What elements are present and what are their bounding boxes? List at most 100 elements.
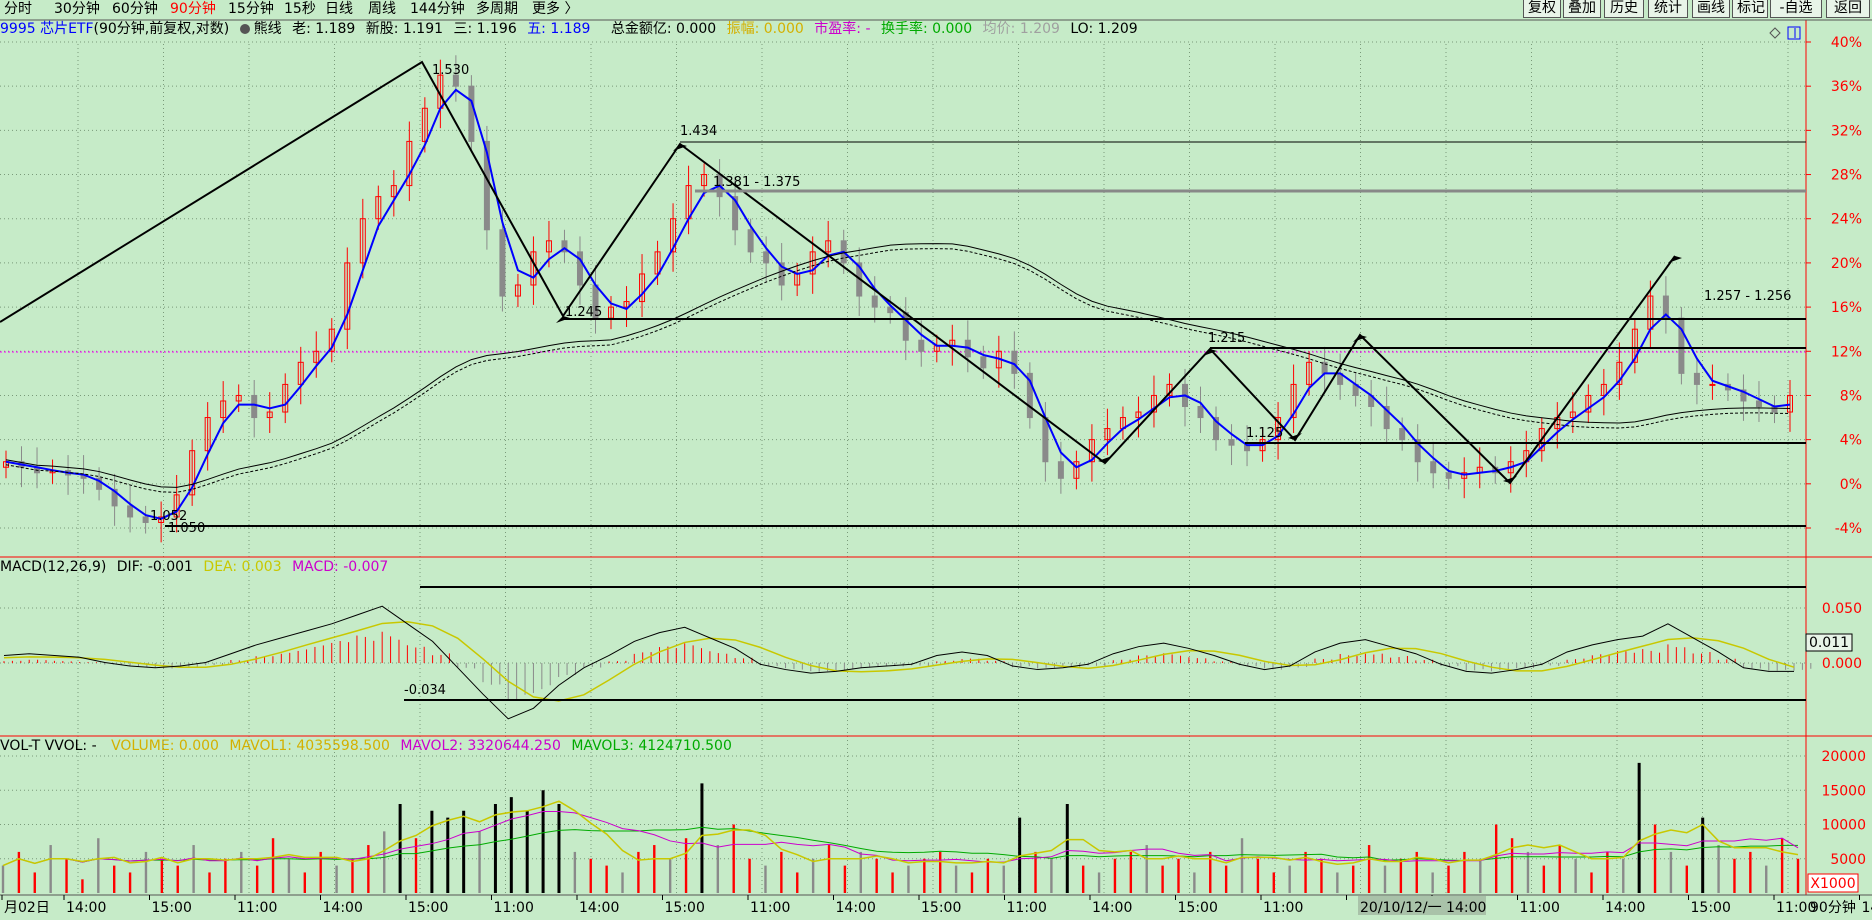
period-tab-6[interactable]: 日线 bbox=[325, 1, 353, 17]
candle-body bbox=[111, 488, 118, 507]
swing-point-label: 1.434 bbox=[680, 124, 717, 139]
swing-point-label: 1.381 - 1.375 bbox=[713, 175, 800, 190]
candle-body bbox=[1414, 439, 1421, 463]
candle-body bbox=[1693, 372, 1700, 385]
candle-body bbox=[747, 229, 754, 253]
period-tab-5[interactable]: 15秒 bbox=[284, 1, 316, 17]
candle-body bbox=[266, 411, 273, 419]
period-tab-0[interactable]: 分时 bbox=[4, 1, 32, 17]
macd-current-box bbox=[1805, 633, 1853, 652]
toolbar-button-0[interactable]: 复权 bbox=[1523, 0, 1561, 18]
toolbar-button-1[interactable]: 叠加 bbox=[1563, 0, 1601, 18]
macd-panel: 0.050 0.000 -0.034 0.011 bbox=[0, 586, 1862, 720]
candle-body bbox=[701, 174, 708, 187]
y-axis-label: 24% bbox=[1831, 212, 1862, 228]
x-axis-label: 11:00 bbox=[1007, 900, 1047, 916]
candle-body bbox=[732, 196, 739, 231]
swing-point-label: 1.245 bbox=[565, 305, 602, 320]
candle-body bbox=[127, 505, 134, 518]
period-tab-1[interactable]: 30分钟 bbox=[54, 1, 100, 17]
vol-mavol2: MAVOL2: 3320644.250 bbox=[400, 738, 561, 754]
period-tab-2[interactable]: 60分钟 bbox=[112, 1, 158, 17]
toolbar-button-5[interactable]: 标记 bbox=[1732, 0, 1768, 18]
x-axis-label: 15:00 bbox=[152, 900, 192, 916]
period-label: 90分钟 bbox=[1810, 899, 1856, 916]
five-value: 五: 1.189 bbox=[527, 21, 591, 37]
vol-volume: VOLUME: 0.000 bbox=[111, 738, 219, 754]
macd-name[interactable]: MACD(12,26,9) bbox=[0, 559, 107, 575]
toolbar-button-6[interactable]: -自选 bbox=[1770, 0, 1822, 18]
vol-mavol1: MAVOL1: 4035598.500 bbox=[229, 738, 390, 754]
period-tab-7[interactable]: 周线 bbox=[368, 1, 396, 17]
period-tab-10[interactable]: 更多 〉 bbox=[532, 1, 579, 17]
x-cursor-box bbox=[1358, 896, 1486, 915]
macd-dif: DIF: -0.001 bbox=[116, 559, 193, 575]
panel-toggle-icon bbox=[1787, 26, 1801, 40]
x-axis-label: 11:00 bbox=[494, 900, 534, 916]
macd-current-value: 0.011 bbox=[1809, 635, 1849, 651]
toolbar-button-7[interactable]: 返回 bbox=[1826, 0, 1870, 18]
vol-axis-label: 5000 bbox=[1830, 852, 1866, 868]
y-axis-label: 8% bbox=[1840, 388, 1862, 404]
diamond-icon bbox=[1769, 27, 1781, 39]
candle-body bbox=[809, 251, 816, 275]
candle-body bbox=[1275, 417, 1282, 441]
candle-body bbox=[204, 417, 211, 452]
candle-body bbox=[1228, 439, 1235, 446]
candle-body bbox=[452, 74, 459, 87]
y-axis-label: 40% bbox=[1831, 35, 1862, 51]
candle-body bbox=[1538, 428, 1545, 452]
x-axis-label: 11:00 bbox=[750, 900, 790, 916]
candle-body bbox=[545, 240, 552, 253]
bear-line-icon[interactable] bbox=[239, 24, 250, 34]
candle-body bbox=[220, 400, 227, 419]
candle-body bbox=[189, 450, 196, 496]
y-axis-label: -4% bbox=[1835, 521, 1862, 537]
candle-body bbox=[1306, 361, 1313, 385]
arrow-head bbox=[1353, 335, 1367, 342]
mavol1-line bbox=[2, 800, 1799, 867]
period-tab-4[interactable]: 15分钟 bbox=[228, 1, 274, 17]
arrow-head bbox=[1098, 456, 1112, 463]
volume-indicator-bar: VOL-T VVOL: - VOLUME: 0.000 MAVOL1: 4035… bbox=[0, 737, 738, 755]
candle-body bbox=[1042, 417, 1049, 463]
main-indicator-bar: 9995 芯片ETF(90分钟,前复权,对数) 熊线 老: 1.189 新股: … bbox=[0, 20, 1144, 38]
swing-point-label: 1.530 bbox=[432, 63, 469, 78]
toolbar-button-4[interactable]: 画线 bbox=[1692, 0, 1730, 18]
toolbar-button-2[interactable]: 历史 bbox=[1604, 0, 1644, 18]
period-tab-8[interactable]: 144分钟 bbox=[410, 1, 465, 17]
vol-unit-label: X1000 bbox=[1810, 876, 1855, 892]
candle-body bbox=[514, 284, 521, 297]
candle-body bbox=[1430, 461, 1437, 474]
amount-value: 总金额亿: 0.000 bbox=[610, 21, 717, 37]
candle-body bbox=[887, 306, 894, 314]
x-axis-label: 月02日 bbox=[4, 900, 50, 916]
candle-body bbox=[468, 85, 475, 142]
period-tab-3[interactable]: 90分钟 bbox=[170, 1, 216, 17]
arrow-head bbox=[1503, 476, 1517, 483]
x-axis-label: 14:00 bbox=[579, 900, 619, 916]
y-axis-label: 20% bbox=[1831, 256, 1862, 272]
vol-unit-box bbox=[1807, 873, 1859, 893]
candle-body bbox=[282, 383, 289, 413]
mavol3-line bbox=[2, 826, 1798, 867]
panel-frames bbox=[0, 19, 1872, 920]
lo-value: LO: 1.209 bbox=[1070, 21, 1138, 37]
candle-body bbox=[670, 218, 677, 253]
candle-body bbox=[763, 251, 770, 264]
security-code-name[interactable]: 9995 芯片ETF bbox=[0, 21, 94, 37]
axis-labels: 40% 36% 32% 28% 24% 20% 16% 12% 8% 4% 0% -4% 月02日 14:… bbox=[1, 26, 1872, 916]
candle-body bbox=[142, 516, 149, 523]
candle-body bbox=[902, 312, 909, 341]
zigzag-trend-line bbox=[0, 60, 1676, 485]
toolbar-button-3[interactable]: 统计 bbox=[1648, 0, 1688, 18]
candle-body bbox=[1135, 411, 1142, 419]
x-axis-label: 11:00 bbox=[237, 900, 277, 916]
vol-name[interactable]: VOL-T VVOL: - bbox=[0, 738, 97, 754]
candle-body bbox=[1740, 389, 1747, 402]
period-tab-9[interactable]: 多周期 bbox=[476, 1, 518, 17]
moving-average-lines bbox=[5, 88, 1791, 520]
candle-body bbox=[871, 295, 878, 308]
candle-body bbox=[235, 394, 242, 402]
